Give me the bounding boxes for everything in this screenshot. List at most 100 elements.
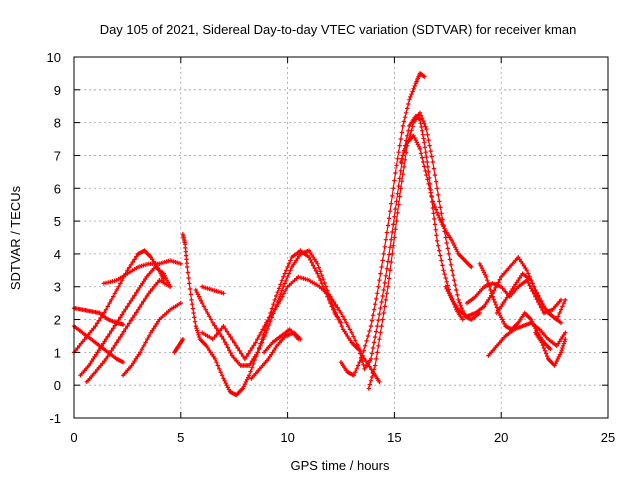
data-point — [239, 351, 244, 356]
data-point — [340, 314, 345, 319]
data-point — [488, 287, 493, 293]
data-point — [276, 286, 282, 291]
data-point — [367, 328, 372, 334]
data-point — [264, 320, 269, 325]
data-point — [385, 223, 391, 228]
data-point — [370, 345, 376, 351]
data-point — [491, 297, 496, 302]
y-tick-label: -1 — [49, 411, 61, 426]
data-point — [494, 305, 500, 310]
data-point — [265, 326, 270, 331]
data-point — [120, 322, 126, 327]
data-point — [543, 351, 549, 356]
data-point — [426, 137, 431, 143]
data-point — [285, 264, 290, 270]
data-point — [370, 370, 376, 376]
data-point — [130, 259, 135, 265]
data-point — [127, 301, 132, 306]
data-point — [128, 318, 134, 323]
data-point — [279, 278, 285, 283]
data-point — [221, 337, 226, 342]
data-point — [385, 284, 391, 289]
data-point — [377, 379, 382, 385]
data-point — [493, 302, 499, 307]
series-arc-06 — [101, 258, 183, 286]
data-point — [390, 193, 395, 199]
data-point — [284, 268, 289, 273]
data-point — [390, 251, 395, 257]
data-point — [422, 121, 427, 126]
data-point — [232, 340, 237, 345]
data-point — [389, 237, 394, 242]
data-point — [386, 216, 392, 221]
data-point — [125, 304, 130, 309]
data-point — [382, 280, 387, 286]
x-tick-label: 10 — [280, 430, 294, 445]
data-point — [371, 340, 377, 345]
data-point — [280, 294, 285, 299]
data-point — [311, 263, 316, 268]
data-point — [454, 287, 459, 293]
data-point — [224, 342, 229, 347]
data-point — [449, 268, 455, 273]
data-point — [119, 332, 125, 337]
data-point — [396, 202, 401, 207]
data-point — [180, 337, 186, 342]
data-point — [221, 323, 226, 329]
data-point — [450, 273, 456, 278]
data-point — [425, 159, 430, 165]
data-point — [374, 329, 379, 334]
data-point — [137, 304, 143, 310]
data-point — [384, 230, 390, 235]
data-point — [459, 305, 464, 311]
data-point — [426, 181, 431, 187]
plot-frame — [73, 56, 609, 419]
data-point — [399, 179, 405, 184]
data-point — [318, 269, 323, 274]
data-point — [412, 83, 417, 89]
data-point — [431, 166, 437, 171]
data-point — [264, 330, 269, 335]
data-point — [193, 323, 198, 329]
data-point — [274, 304, 280, 309]
data-point — [244, 354, 249, 359]
data-point — [144, 293, 150, 299]
data-point — [219, 373, 225, 378]
series-line — [487, 322, 566, 356]
data-point — [381, 287, 386, 293]
data-point — [452, 278, 457, 283]
data-point — [249, 365, 255, 370]
data-point — [421, 159, 426, 165]
data-point — [421, 118, 426, 124]
data-point — [371, 367, 377, 372]
data-point — [422, 140, 427, 145]
y-tick-label: 5 — [54, 214, 61, 229]
data-point — [561, 341, 567, 346]
data-point — [183, 245, 188, 251]
data-point — [221, 291, 226, 296]
data-point — [192, 315, 197, 320]
data-point — [282, 271, 287, 276]
data-point — [337, 308, 342, 313]
data-point — [405, 133, 410, 138]
data-point — [526, 271, 531, 276]
data-point — [296, 337, 301, 342]
data-point — [184, 261, 190, 266]
data-point — [432, 172, 438, 178]
data-point — [227, 348, 232, 353]
data-point — [544, 354, 550, 359]
data-point — [557, 310, 562, 316]
data-point — [444, 240, 449, 246]
data-point — [286, 261, 292, 266]
data-point — [121, 309, 126, 315]
data-point — [420, 116, 425, 121]
data-point — [376, 343, 381, 348]
data-point — [425, 132, 430, 137]
data-point — [276, 300, 281, 306]
data-point — [105, 304, 110, 309]
data-point — [434, 238, 440, 243]
data-point — [224, 329, 230, 334]
data-point — [386, 276, 392, 281]
data-point — [560, 304, 565, 309]
data-point — [430, 159, 435, 165]
